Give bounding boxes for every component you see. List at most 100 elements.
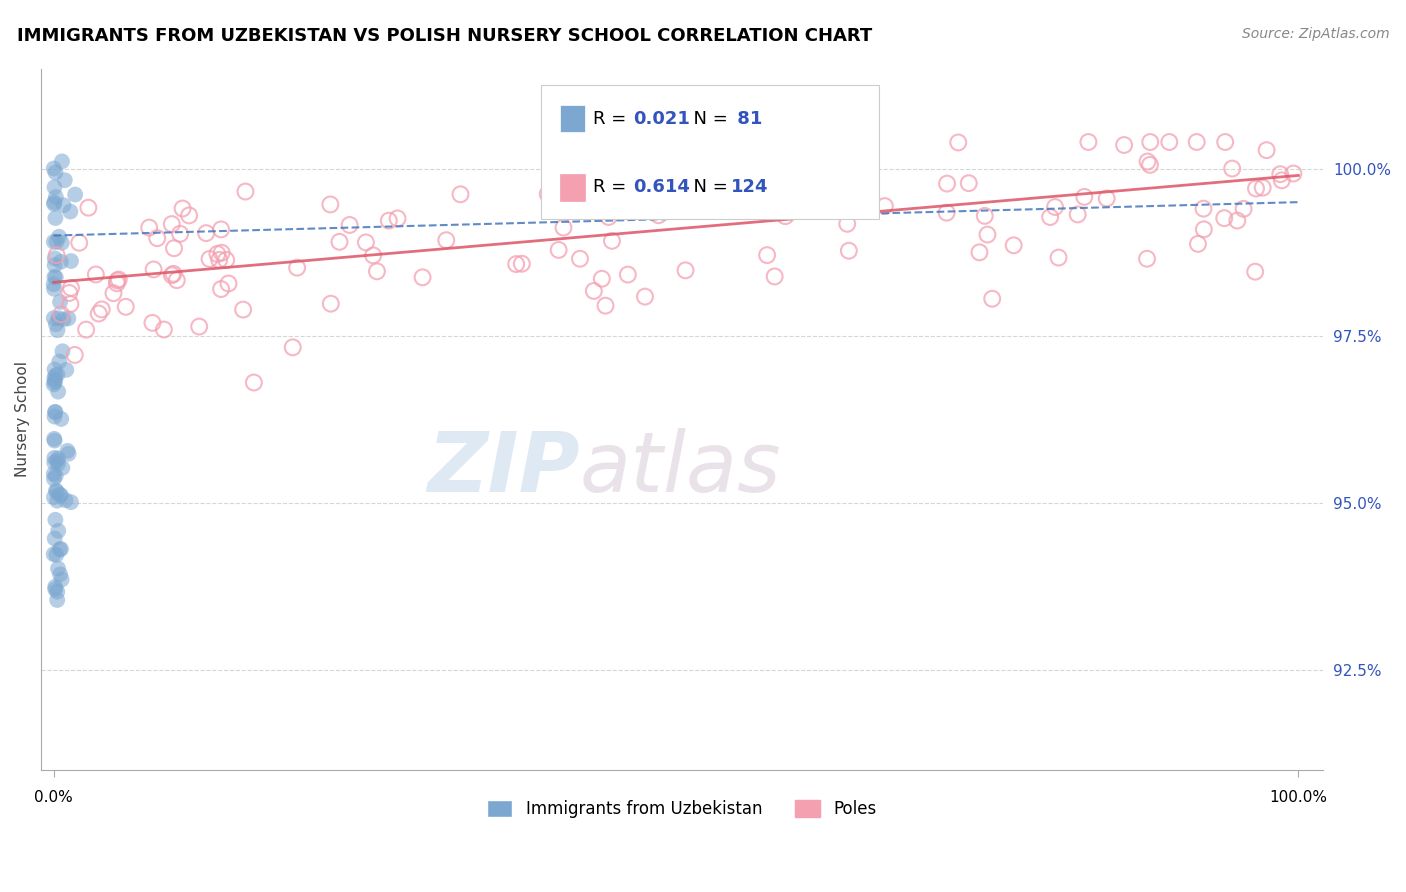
Point (51, 412, 73, 426)
Text: ZIP: ZIP (427, 428, 579, 508)
Point (42, 235, 65, 249)
Point (1095, 191, 1118, 205)
Point (46, 584, 69, 599)
Point (412, 270, 434, 285)
Point (232, 302, 254, 317)
Text: Source: ZipAtlas.com: Source: ZipAtlas.com (1241, 27, 1389, 41)
Point (1213, 211, 1236, 226)
Point (807, 166, 830, 180)
Point (49, 541, 72, 556)
Text: N =: N = (682, 110, 734, 128)
Point (46, 311, 69, 326)
Point (1244, 265, 1267, 279)
Point (44, 580, 66, 594)
Point (67, 235, 90, 250)
Point (1226, 213, 1249, 227)
Text: atlas: atlas (579, 428, 782, 508)
Point (838, 244, 860, 258)
Point (163, 241, 186, 255)
Point (46, 457, 69, 471)
Point (52, 312, 75, 326)
Point (595, 299, 617, 313)
Point (46, 454, 69, 468)
Point (45, 190, 67, 204)
Point (1159, 135, 1181, 149)
Point (169, 227, 191, 241)
Point (1251, 180, 1274, 194)
Point (553, 220, 575, 235)
Point (166, 273, 188, 287)
Point (1213, 135, 1236, 149)
Point (1047, 251, 1070, 265)
Point (44, 532, 66, 546)
Point (141, 316, 163, 330)
Point (44, 432, 66, 446)
Point (142, 262, 165, 277)
Point (1185, 135, 1208, 149)
Point (328, 235, 350, 249)
Point (75, 323, 97, 337)
Point (1112, 138, 1135, 153)
Point (873, 199, 896, 213)
Point (49, 567, 72, 582)
Point (45, 468, 67, 483)
Point (505, 257, 527, 271)
Point (46, 561, 69, 575)
Point (948, 136, 970, 150)
Point (598, 210, 620, 224)
Point (361, 248, 384, 262)
Point (387, 211, 409, 226)
Point (366, 264, 388, 278)
Point (42, 472, 65, 486)
Point (450, 187, 472, 202)
Point (51, 307, 73, 321)
Point (49, 488, 72, 502)
Point (42, 311, 65, 326)
Point (434, 233, 457, 247)
Point (582, 284, 605, 298)
Point (208, 252, 231, 267)
Point (1256, 143, 1278, 157)
Point (138, 220, 160, 235)
Point (1187, 236, 1209, 251)
Text: IMMIGRANTS FROM UZBEKISTAN VS POLISH NURSERY SCHOOL CORRELATION CHART: IMMIGRANTS FROM UZBEKISTAN VS POLISH NUR… (17, 27, 872, 45)
Point (44, 405, 66, 419)
Legend: Immigrants from Uzbekistan, Poles: Immigrants from Uzbekistan, Poles (481, 793, 884, 825)
Point (775, 209, 797, 223)
Point (162, 267, 184, 281)
Text: 100.0%: 100.0% (1270, 790, 1327, 805)
Text: N =: N = (682, 178, 734, 196)
Point (973, 209, 995, 223)
Text: 81: 81 (731, 110, 762, 128)
Point (114, 300, 136, 314)
Point (45, 548, 67, 562)
Point (981, 292, 1004, 306)
Point (160, 268, 183, 283)
Point (837, 217, 859, 231)
Point (46, 524, 69, 538)
Point (44, 371, 66, 385)
Point (58, 311, 80, 326)
Point (59, 204, 82, 219)
Point (105, 273, 128, 287)
Point (569, 252, 592, 266)
Point (704, 186, 727, 201)
Point (510, 257, 533, 271)
Point (675, 263, 697, 277)
Point (44, 513, 66, 527)
Point (209, 282, 232, 296)
Point (1136, 154, 1159, 169)
Point (1077, 135, 1099, 149)
Point (44, 376, 66, 390)
Point (60, 254, 83, 268)
Point (51, 235, 73, 250)
Point (48, 229, 70, 244)
Point (46, 451, 69, 466)
Point (53, 173, 76, 187)
Point (42, 547, 65, 561)
Point (59, 495, 82, 509)
Point (42, 277, 65, 292)
Point (44, 456, 66, 470)
Point (243, 376, 266, 390)
Point (1271, 173, 1294, 187)
